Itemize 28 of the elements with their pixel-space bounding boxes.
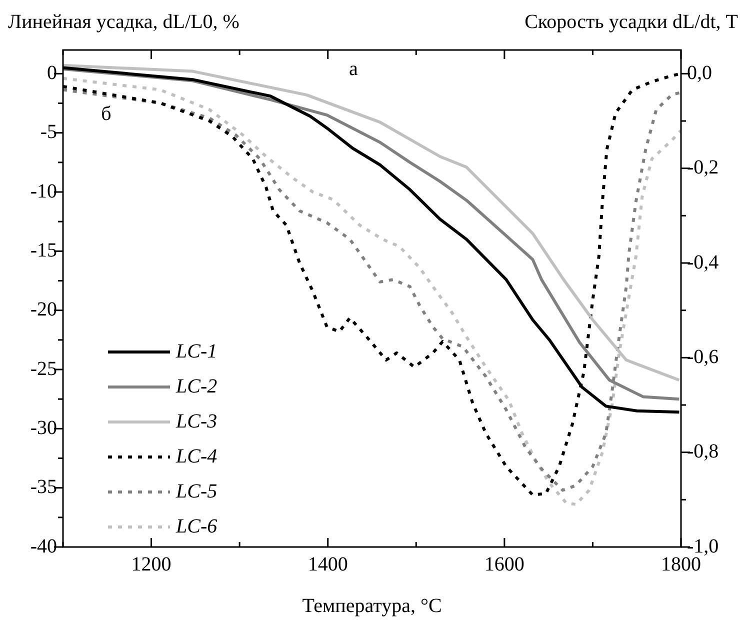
y-tick-label: -35 [30, 476, 57, 498]
x-tick-label: 1200 [131, 553, 172, 576]
y-tick-label: -5 [40, 121, 57, 144]
legend-label: LC-6 [175, 515, 218, 538]
legend-label: LC-3 [175, 410, 218, 432]
x-axis-title: Температура, °С [302, 595, 442, 617]
y-tick-label: -30 [30, 416, 57, 439]
legend-label: LC-5 [175, 480, 218, 502]
y-tick-label: -25 [30, 358, 57, 380]
annotation: а [349, 58, 358, 80]
legend-label: LC-2 [175, 375, 218, 398]
y2-axis-title: Скорость усадки dL/dt, Т [524, 11, 738, 33]
y-axis-title: Линейная усадка, dL/L0, % [8, 11, 240, 33]
legend-label: LC-4 [175, 445, 218, 468]
y-tick-label: 0 [47, 62, 57, 84]
y2-tick-label: -0,8 [687, 440, 719, 463]
y-tick-label: -40 [30, 535, 57, 558]
y2-tick-label: -0,4 [687, 251, 719, 274]
x-tick-label: 1400 [308, 553, 348, 576]
y-tick-label: -20 [30, 298, 57, 321]
y2-tick-label: 0,0 [687, 62, 712, 84]
y-tick-label: -15 [30, 239, 57, 262]
y2-tick-label: -0,2 [687, 156, 719, 179]
y-tick-label: -10 [30, 180, 57, 202]
legend-label: LC-1 [175, 340, 218, 362]
x-tick-label: 1600 [484, 553, 524, 576]
annotation: б [101, 102, 112, 125]
y2-tick-label: -0,6 [687, 346, 719, 368]
